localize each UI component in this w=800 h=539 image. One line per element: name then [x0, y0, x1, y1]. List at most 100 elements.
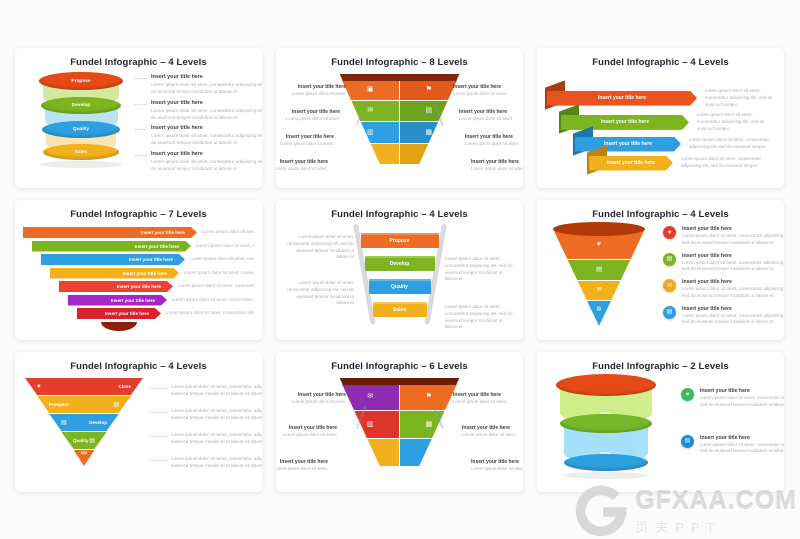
slide-card-4[interactable]: Fundel Infographic – 7 Levels Insert your… — [15, 200, 262, 340]
slide-card-9[interactable]: Fundel Infographic – 2 Levels 80%60% ♥ Inse… — [537, 352, 784, 492]
list-item-body: Lorem ipsum dolor sit amet, consectetur … — [682, 312, 784, 325]
slide-card-1[interactable]: Fundel Infographic – 4 Levels Propose Deve… — [15, 48, 262, 188]
text-block: Insert your title here Lorem ipsum dolor … — [276, 159, 328, 173]
pyramid-level-label: Develop — [89, 420, 107, 425]
level-circle: ▤ — [663, 252, 676, 266]
list-item-text: Insert your title here Lorem ipsum dolor … — [682, 226, 784, 247]
slide-card-6[interactable]: Fundel Infographic – 4 Levels ♥ ▤ ✉ ▤ ♥ Insert… — [537, 200, 784, 340]
funnel-cell: ▣ — [341, 79, 399, 100]
chevron-down-icon: ▼ — [425, 150, 433, 158]
text-block-title: Insert your title here — [459, 108, 508, 115]
chevron-row: Insert your title here Lorem ipsum dolor … — [545, 79, 776, 110]
users-icon: ▥ — [366, 421, 374, 428]
slide-title: Fundel Infographic – 4 Levels — [592, 209, 729, 220]
slide-body: Propose Develop Quality Sales Insert your ti… — [23, 70, 262, 182]
text-block-body: Lorem ipsum dolor sit amet, — [276, 465, 328, 471]
list-item-title: Insert your title here — [682, 252, 732, 259]
left-text-column: Insert your title here Lorem ipsum dolor … — [276, 78, 346, 178]
flag-icon: ⚑ — [425, 85, 432, 93]
slide-card-8[interactable]: Fundel Infographic – 6 Levels ✉ ⚑ ▥ ▦ ▧ ▼ Lorem… — [276, 352, 523, 492]
list-item-title: Insert your title here — [682, 305, 732, 312]
text-block: Insert your title here Lorem ipsum dolor … — [286, 84, 346, 98]
connector-dots — [149, 412, 167, 414]
heart-icon: ♥ — [37, 383, 41, 390]
text-block-inner: Insert your title here Lorem ipsum dolor … — [151, 151, 262, 172]
chevron-arrow: Insert your title here — [559, 104, 689, 134]
funnel-rim — [339, 74, 460, 81]
connector-dots — [135, 129, 147, 131]
text-block-title: Insert your title here — [453, 391, 502, 398]
list-item-text: Insert your title here Lorem ipsum dolor … — [682, 253, 784, 274]
text-block: Insert your title here Lorem ipsum dolor … — [276, 459, 328, 473]
level-note: Lorem ipsum dolor sit amet, consectetur … — [705, 88, 773, 107]
text-block: Insert your title here Lorem ipsum dolor … — [280, 109, 340, 123]
text-block: Insert your title here Lorem ipsum dolor … — [462, 425, 522, 439]
level-circle: ▤ — [663, 305, 676, 319]
chevron-row: Insert your title here Lorem ipsum dolor … — [559, 104, 776, 134]
heart-icon: ♥ — [667, 229, 672, 236]
text-block-title: Insert your title here — [453, 83, 502, 90]
file-icon: ▤ — [596, 305, 602, 312]
list-item-text: Insert your title here Lorem ipsum dolor … — [682, 279, 784, 300]
text-block: Lorem ipsum dolor sit amet, consectetur … — [149, 432, 262, 446]
text-block-body: Lorem ipsum dolor sit amet, — [279, 140, 334, 146]
list-item-body: Lorem ipsum dolor sit amet, consectetur … — [682, 286, 784, 298]
text-paragraph: Lorem ipsum dolor sit amet, consectetur … — [286, 280, 354, 306]
funnel-level-bar: Develop — [364, 256, 435, 271]
list-item-text: Insert your title here Lorem ipsum dolor … — [682, 306, 784, 327]
text-block-title: Insert your title here — [291, 108, 340, 115]
connector-dots — [135, 154, 147, 156]
bar-row: Insert your title here Lorem ipsum dolor … — [68, 295, 254, 306]
cylinder-base — [560, 414, 652, 433]
bar-row: Insert your title here Lorem ipsum dolor … — [50, 268, 254, 279]
text-block-body: Lorem ipsum dolor sit amet, — [291, 90, 346, 96]
funnel-cell: ▧ — [341, 143, 399, 164]
funnel-level-bar: Quality — [368, 279, 431, 294]
pyramid-level-label: Close — [118, 384, 131, 389]
slide-title: Fundel Infographic – 4 Levels — [592, 57, 729, 68]
slide-content: Insert your title here Lorem ipsum dolor … — [545, 70, 776, 182]
funnel-bars: Propose Develop Quality Sales — [335, 233, 465, 317]
funnel-row: ▣ ⚑ — [341, 79, 458, 100]
heart-icon: ♥ — [596, 240, 602, 248]
text-block: Insert your title here Lorem ipsum dolor … — [276, 134, 334, 148]
list-item-title: Insert your title here — [682, 279, 732, 285]
slide-card-7[interactable]: Fundel Infographic – 4 Levels ♥ Close Prosp… — [15, 352, 262, 492]
users-icon: ▥ — [366, 128, 374, 136]
level-list: ♥ Insert your title here Lorem ipsum dolor… — [647, 222, 784, 334]
right-text-column: Insert your title here Lorem ipsum dolor … — [453, 382, 523, 482]
text-block-body: Lorem ipsum dolor sit amet, — [291, 398, 346, 404]
cone-top — [553, 222, 645, 236]
level-note: Lorem ipsum dolor sit amet, consectetur … — [172, 296, 254, 302]
text-block-body: Lorem ipsum dolor sit amet, consectetur … — [151, 133, 262, 146]
right-text-column: Insert your title here Lorem ipsum dolor … — [453, 78, 523, 178]
list-item-text: Insert your title here Lorem ipsum dolor … — [700, 435, 784, 456]
slide-content: Propose Develop Quality Sales Lorem ipsum do… — [284, 222, 515, 334]
level-note: Lorem ipsum dolor sit amet, consectetur … — [202, 229, 254, 235]
list-item: ▤ Insert your title here Lorem ipsum dolor… — [663, 252, 784, 274]
mail-icon: ✉ — [666, 282, 673, 289]
level-note: Lorem ipsum dolor sit amet, consectetur … — [190, 256, 254, 262]
slide-card-5[interactable]: Fundel Infographic – 4 Levels Propose Deve… — [276, 200, 523, 340]
share-icon: ✉ — [367, 393, 374, 400]
book-icon: ▦ — [425, 128, 433, 136]
level-circle: ✉ — [663, 279, 676, 292]
slide-title: Fundel Infographic – 7 Levels — [70, 209, 207, 220]
text-block-body: Lorem ipsum dolor sit amet, — [453, 398, 508, 404]
rail-funnel-graphic: Propose Develop Quality Sales — [335, 223, 465, 330]
list-icon: ▦ — [425, 421, 433, 428]
bar-row: Insert your title here Lorem ipsum dolor … — [41, 254, 254, 265]
cone-segment: ✉ — [577, 281, 621, 300]
funnel-cell: ▦ — [400, 122, 458, 143]
text-paragraph: Lorem ipsum dolor sit amet, consectetur … — [171, 384, 262, 396]
slide-content: ♥ Close Prospect ▤ ▤ Develop Quality ▤ $$$ Lorem … — [23, 374, 262, 486]
chevron-bar: Insert your title here — [547, 91, 697, 106]
cylinder-level: Propose — [39, 72, 123, 90]
slide-card-2[interactable]: Fundel Infographic – 8 Levels ▣ ⚑ ✉ ▤ ▥ ▦ ▧ ▼ Lor… — [276, 48, 523, 188]
funnel-row: ▧ ▼ — [341, 143, 458, 164]
list-item-text: Insert your title here Lorem ipsum dolor … — [700, 388, 784, 409]
pyramid-level: ♥ Close — [25, 378, 143, 395]
slide-card-3[interactable]: Fundel Infographic – 4 Levels Insert your… — [537, 48, 784, 188]
level-note: Lorem ipsum dolor sit amet, consectetur … — [196, 242, 254, 248]
level-circle: ▤ — [681, 434, 694, 448]
